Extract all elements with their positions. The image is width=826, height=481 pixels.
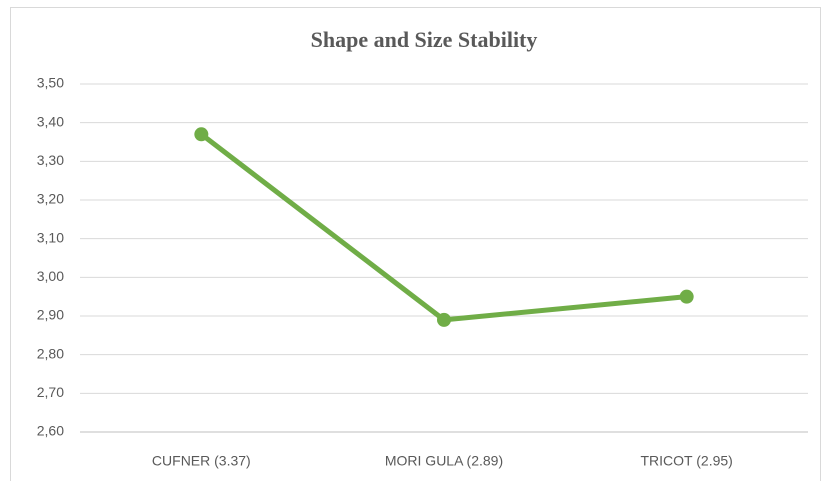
x-tick-label: CUFNER (3.37) — [152, 453, 251, 469]
y-tick-label: 2,70 — [37, 384, 64, 400]
y-tick-label: 2,80 — [37, 345, 64, 361]
marker — [679, 289, 694, 304]
y-tick-label: 3,50 — [37, 75, 64, 91]
y-tick-label: 3,20 — [37, 191, 64, 207]
x-tick-label: TRICOT (2.95) — [641, 453, 733, 469]
y-tick-label: 2,60 — [37, 423, 64, 439]
y-tick-label: 3,10 — [37, 229, 64, 245]
marker — [194, 127, 209, 142]
y-tick-label: 3,30 — [37, 152, 64, 168]
x-tick-label: MORI GULA (2.89) — [385, 453, 503, 469]
marker — [437, 312, 451, 327]
y-tick-label: 3,00 — [37, 268, 64, 284]
y-tick-label: 3,40 — [37, 113, 64, 129]
chart-title: Shape and Size Stability — [311, 27, 538, 52]
y-tick-label: 2,90 — [37, 307, 64, 323]
chart-border — [10, 7, 821, 481]
